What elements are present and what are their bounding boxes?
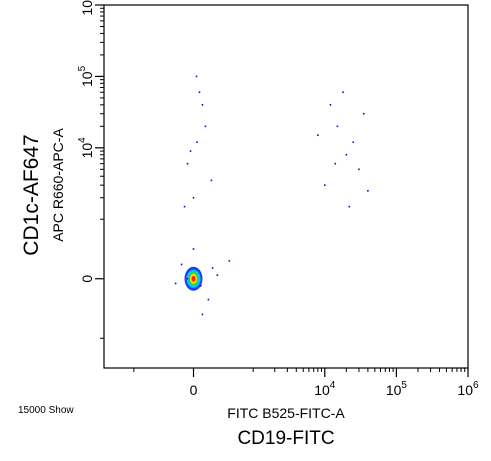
- event-dot: [210, 179, 213, 182]
- y-axis-ticks: 0 104 105 106: [77, 0, 104, 339]
- event-dot: [352, 141, 355, 143]
- event-dot: [186, 277, 189, 280]
- density-core: [191, 275, 196, 282]
- event-dot: [362, 112, 365, 115]
- event-dot: [180, 263, 183, 266]
- event-dot: [189, 150, 192, 152]
- y-marker-label: CD1c-AF647: [20, 134, 43, 255]
- event-dot: [367, 190, 369, 192]
- x-tick-label: 106: [457, 380, 479, 398]
- event-dot: [192, 248, 195, 250]
- event-dot: [329, 104, 332, 106]
- y-tick-label: 104: [77, 137, 95, 159]
- event-dot: [174, 282, 177, 285]
- x-parameter-label: FITC B525-FITC-A: [227, 405, 345, 421]
- y-tick-label: 106: [77, 0, 95, 16]
- event-dot: [228, 260, 231, 262]
- x-axis-ticks: 0 104 105 106: [133, 368, 479, 398]
- y-tick-label: 0: [79, 275, 95, 283]
- x-tick-label: 104: [314, 380, 336, 398]
- event-dot: [334, 162, 337, 165]
- y-parameter-label: APC R660-APC-A: [50, 128, 66, 242]
- event-dot: [342, 91, 344, 94]
- event-dot: [336, 125, 339, 128]
- event-dot: [348, 205, 351, 208]
- event-dot: [204, 125, 207, 128]
- event-dot: [199, 285, 202, 287]
- x-tick-label: 105: [386, 380, 408, 398]
- x-marker-label: CD19-FITC: [237, 428, 334, 449]
- event-dot: [198, 91, 201, 94]
- event-dot: [358, 168, 360, 171]
- x-tick-label: 0: [190, 382, 198, 398]
- event-dot: [317, 134, 319, 137]
- event-dot: [192, 196, 195, 199]
- event-dot: [323, 184, 326, 186]
- event-count-label: 15000 Show: [18, 405, 74, 416]
- event-dot: [201, 104, 204, 106]
- event-dots: [174, 75, 369, 316]
- event-dot: [186, 162, 189, 165]
- event-dot: [195, 75, 198, 78]
- event-dot: [345, 153, 348, 156]
- event-dot: [196, 141, 198, 143]
- plot-frame: [103, 4, 469, 369]
- event-dot: [211, 267, 214, 269]
- event-dot: [201, 313, 204, 316]
- event-dot: [183, 205, 186, 208]
- event-dot: [216, 274, 219, 276]
- event-dot: [207, 298, 210, 301]
- y-tick-label: 105: [77, 65, 95, 87]
